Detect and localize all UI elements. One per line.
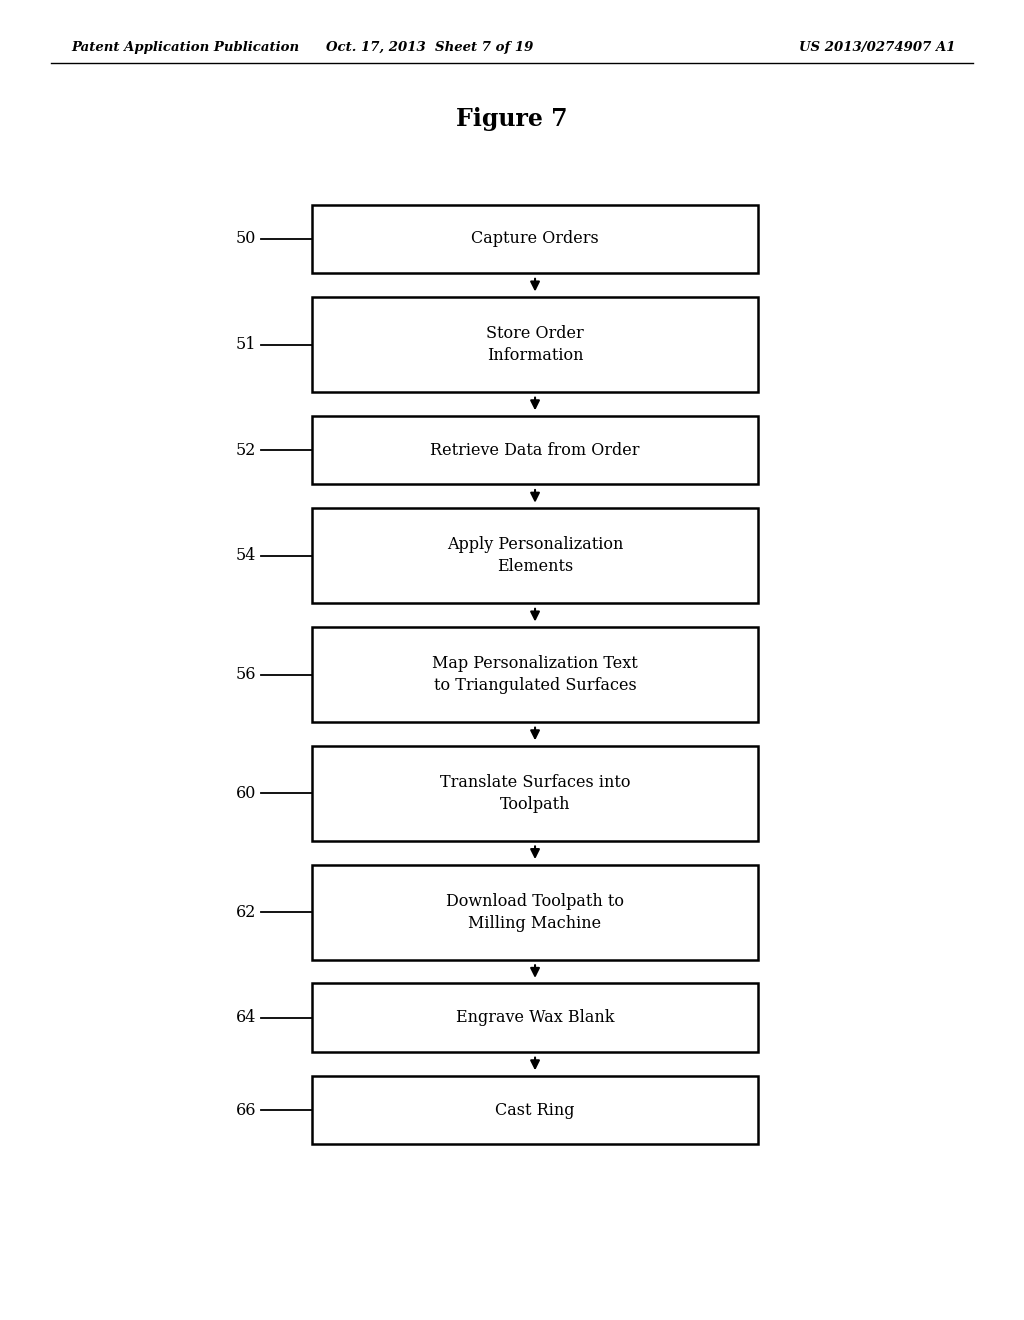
Text: 51: 51 [236,337,256,352]
Text: Map Personalization Text
to Triangulated Surfaces: Map Personalization Text to Triangulated… [432,655,638,694]
Text: US 2013/0274907 A1: US 2013/0274907 A1 [799,41,955,54]
Text: 60: 60 [236,785,256,801]
Text: 50: 50 [236,231,256,247]
Text: Retrieve Data from Order: Retrieve Data from Order [430,442,640,458]
Text: 54: 54 [236,548,256,564]
Bar [312,416,758,484]
Text: 52: 52 [236,442,256,458]
Bar [312,508,758,603]
Text: Oct. 17, 2013  Sheet 7 of 19: Oct. 17, 2013 Sheet 7 of 19 [327,41,534,54]
Text: Apply Personalization
Elements: Apply Personalization Elements [446,536,624,576]
Text: Capture Orders: Capture Orders [471,231,599,247]
Bar [312,1076,758,1144]
Text: 64: 64 [236,1010,256,1026]
Bar [312,205,758,273]
Text: Store Order
Information: Store Order Information [486,325,584,364]
Bar [312,627,758,722]
Text: Cast Ring: Cast Ring [496,1102,574,1118]
Text: Patent Application Publication: Patent Application Publication [72,41,300,54]
Bar [312,865,758,960]
Text: Download Toolpath to
Milling Machine: Download Toolpath to Milling Machine [446,892,624,932]
Text: 56: 56 [236,667,256,682]
Text: Engrave Wax Blank: Engrave Wax Blank [456,1010,614,1026]
Bar [312,297,758,392]
Text: 62: 62 [236,904,256,920]
Text: Figure 7: Figure 7 [456,107,568,131]
Text: 66: 66 [236,1102,256,1118]
Text: Translate Surfaces into
Toolpath: Translate Surfaces into Toolpath [439,774,631,813]
Bar [312,983,758,1052]
Bar [312,746,758,841]
